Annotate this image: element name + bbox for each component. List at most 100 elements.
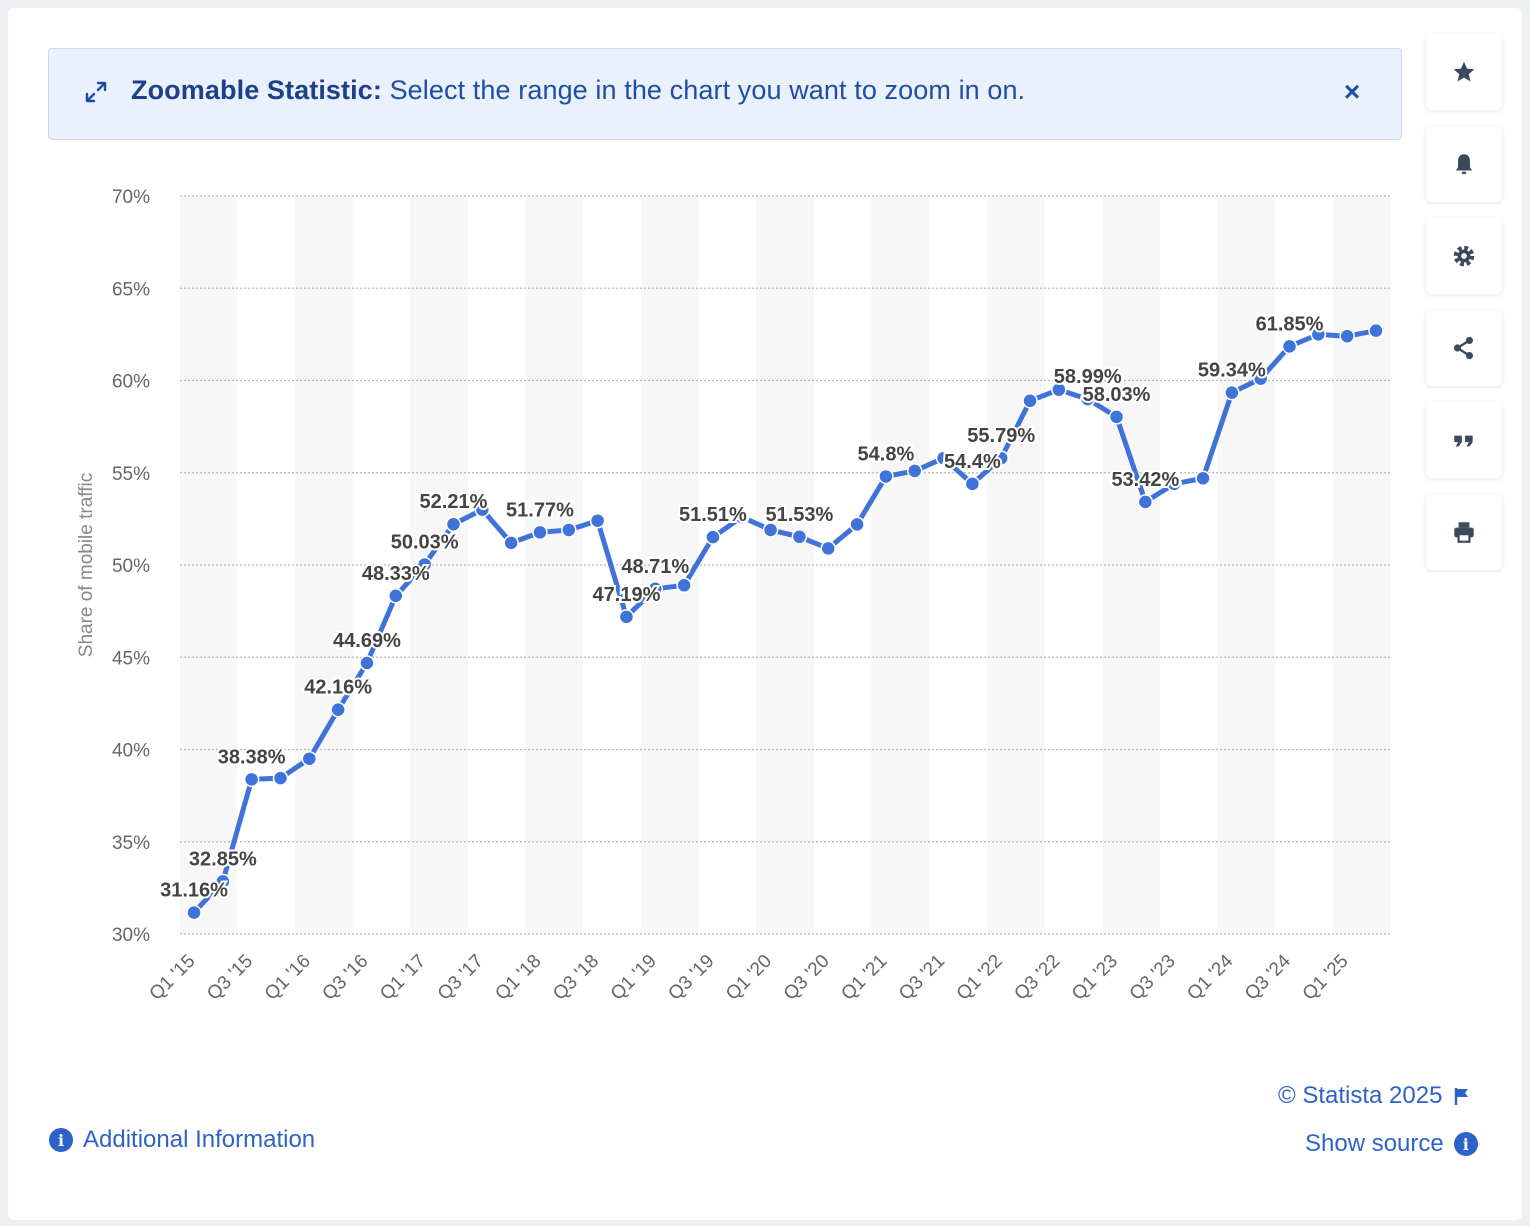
- data-point[interactable]: [618, 609, 635, 625]
- data-point[interactable]: [1137, 494, 1154, 510]
- data-point[interactable]: [1195, 470, 1211, 487]
- y-grid: 30% 35% 40% 45% 50% 55% 60% 65% 70%: [112, 187, 1390, 946]
- data-label: 54.4%: [944, 451, 1001, 473]
- data-point[interactable]: [272, 770, 289, 786]
- data-point[interactable]: [1339, 328, 1355, 344]
- data-point[interactable]: [1108, 409, 1125, 425]
- x-tick-label: Q3 '16: [318, 951, 372, 1005]
- data-point[interactable]: [734, 509, 750, 525]
- data-point[interactable]: [186, 904, 202, 921]
- data-label: 55.79%: [967, 425, 1035, 447]
- gear-icon: [1453, 245, 1475, 267]
- settings-button[interactable]: [1426, 218, 1502, 294]
- data-point[interactable]: [1166, 476, 1182, 492]
- data-point[interactable]: [964, 476, 981, 492]
- data-point[interactable]: [935, 450, 952, 466]
- data-point[interactable]: [1224, 384, 1240, 401]
- banner-message: Select the range in the chart you want t…: [389, 75, 1026, 105]
- star-icon: [1453, 61, 1475, 82]
- data-point[interactable]: [762, 522, 779, 538]
- bell-icon: [1455, 154, 1473, 175]
- x-tick-label: Q3 '20: [780, 951, 834, 1005]
- banner-close-button[interactable]: ×: [1343, 76, 1361, 107]
- cite-button[interactable]: [1426, 402, 1502, 478]
- data-label: 53.42%: [1111, 469, 1179, 491]
- show-source-text: Show source: [1305, 1130, 1444, 1157]
- data-point[interactable]: [589, 512, 606, 529]
- copyright-link[interactable]: © Statista 2025: [1278, 1082, 1472, 1110]
- data-label: 58.99%: [1054, 366, 1122, 388]
- info-icon: i: [49, 1128, 73, 1152]
- x-tick-label: Q1 '24: [1183, 950, 1237, 1004]
- data-point[interactable]: [416, 556, 433, 573]
- data-label: 44.69%: [333, 630, 401, 652]
- data-point[interactable]: [878, 468, 894, 485]
- data-point[interactable]: [1051, 381, 1067, 398]
- expand-arrows-icon: [85, 81, 107, 103]
- data-point[interactable]: [243, 771, 260, 788]
- data-point[interactable]: [388, 588, 404, 604]
- data-point[interactable]: [1079, 391, 1096, 407]
- y-tick-label: 65%: [112, 279, 150, 300]
- background-band: [525, 196, 584, 934]
- data-label: 38.38%: [218, 746, 286, 768]
- y-tick-label: 40%: [112, 741, 150, 762]
- data-label: 51.77%: [506, 499, 574, 521]
- share-button[interactable]: [1426, 310, 1502, 386]
- data-point[interactable]: [993, 450, 1009, 466]
- data-point[interactable]: [503, 535, 519, 551]
- data-point[interactable]: [906, 463, 923, 479]
- flag-icon: [1455, 1088, 1469, 1105]
- info-icon: i: [1453, 1132, 1478, 1156]
- data-point[interactable]: [1368, 322, 1384, 339]
- notification-button[interactable]: [1426, 126, 1502, 202]
- x-tick-label: Q3 '19: [664, 951, 718, 1005]
- data-point[interactable]: [330, 701, 346, 718]
- x-tick-label: Q1 '17: [376, 951, 430, 1005]
- y-axis-title: Share of mobile traffic: [76, 473, 97, 657]
- print-button[interactable]: [1426, 494, 1502, 570]
- y-tick-label: 60%: [112, 372, 150, 393]
- x-tick-label: Q3 '18: [549, 951, 603, 1005]
- data-label: 51.53%: [765, 504, 833, 526]
- zoom-banner: Zoomable Statistic: Select the range in …: [48, 48, 1402, 140]
- data-point[interactable]: [301, 750, 318, 767]
- data-point[interactable]: [705, 529, 721, 545]
- data-label: 61.85%: [1256, 313, 1324, 335]
- data-point[interactable]: [1310, 326, 1327, 343]
- data-point[interactable]: [532, 524, 548, 541]
- data-point[interactable]: [820, 540, 836, 557]
- favorite-button[interactable]: [1426, 34, 1502, 110]
- y-tick-label: 70%: [112, 187, 150, 208]
- data-point[interactable]: [1281, 338, 1298, 355]
- data-point[interactable]: [791, 529, 808, 545]
- data-point[interactable]: [676, 577, 692, 594]
- data-point[interactable]: [445, 516, 462, 532]
- data-point[interactable]: [647, 581, 664, 597]
- data-point[interactable]: [561, 522, 577, 538]
- x-tick-label: Q1 '19: [607, 951, 661, 1005]
- data-label: 42.16%: [304, 677, 372, 699]
- additional-info-link[interactable]: i Additional Information: [49, 1126, 315, 1154]
- background-band: [294, 196, 353, 934]
- data-label: 32.85%: [189, 848, 257, 870]
- x-axis: Q1 '15 Q3 '15 Q1 '16 Q3 '16 Q1 '17 Q3 '17 Q1 '…: [146, 950, 1353, 1004]
- x-tick-label: Q1 '25: [1299, 951, 1353, 1005]
- x-tick-label: Q3 '15: [203, 951, 257, 1005]
- background-band: [986, 196, 1045, 934]
- data-point[interactable]: [1252, 370, 1269, 387]
- x-tick-label: Q1 '21: [837, 951, 891, 1005]
- data-point[interactable]: [849, 516, 865, 533]
- x-tick-label: Q1 '16: [261, 951, 315, 1005]
- data-point[interactable]: [359, 655, 375, 671]
- data-label: 48.33%: [362, 563, 430, 585]
- data-point[interactable]: [215, 873, 231, 890]
- data-point[interactable]: [1022, 393, 1038, 409]
- data-point[interactable]: [474, 501, 491, 518]
- data-label: 59.34%: [1198, 360, 1266, 382]
- additional-info-text: Additional Information: [83, 1126, 316, 1153]
- show-source-link[interactable]: Show source i: [1305, 1130, 1478, 1158]
- x-tick-label: Q3 '22: [1010, 951, 1064, 1005]
- toolbar: [1426, 34, 1502, 586]
